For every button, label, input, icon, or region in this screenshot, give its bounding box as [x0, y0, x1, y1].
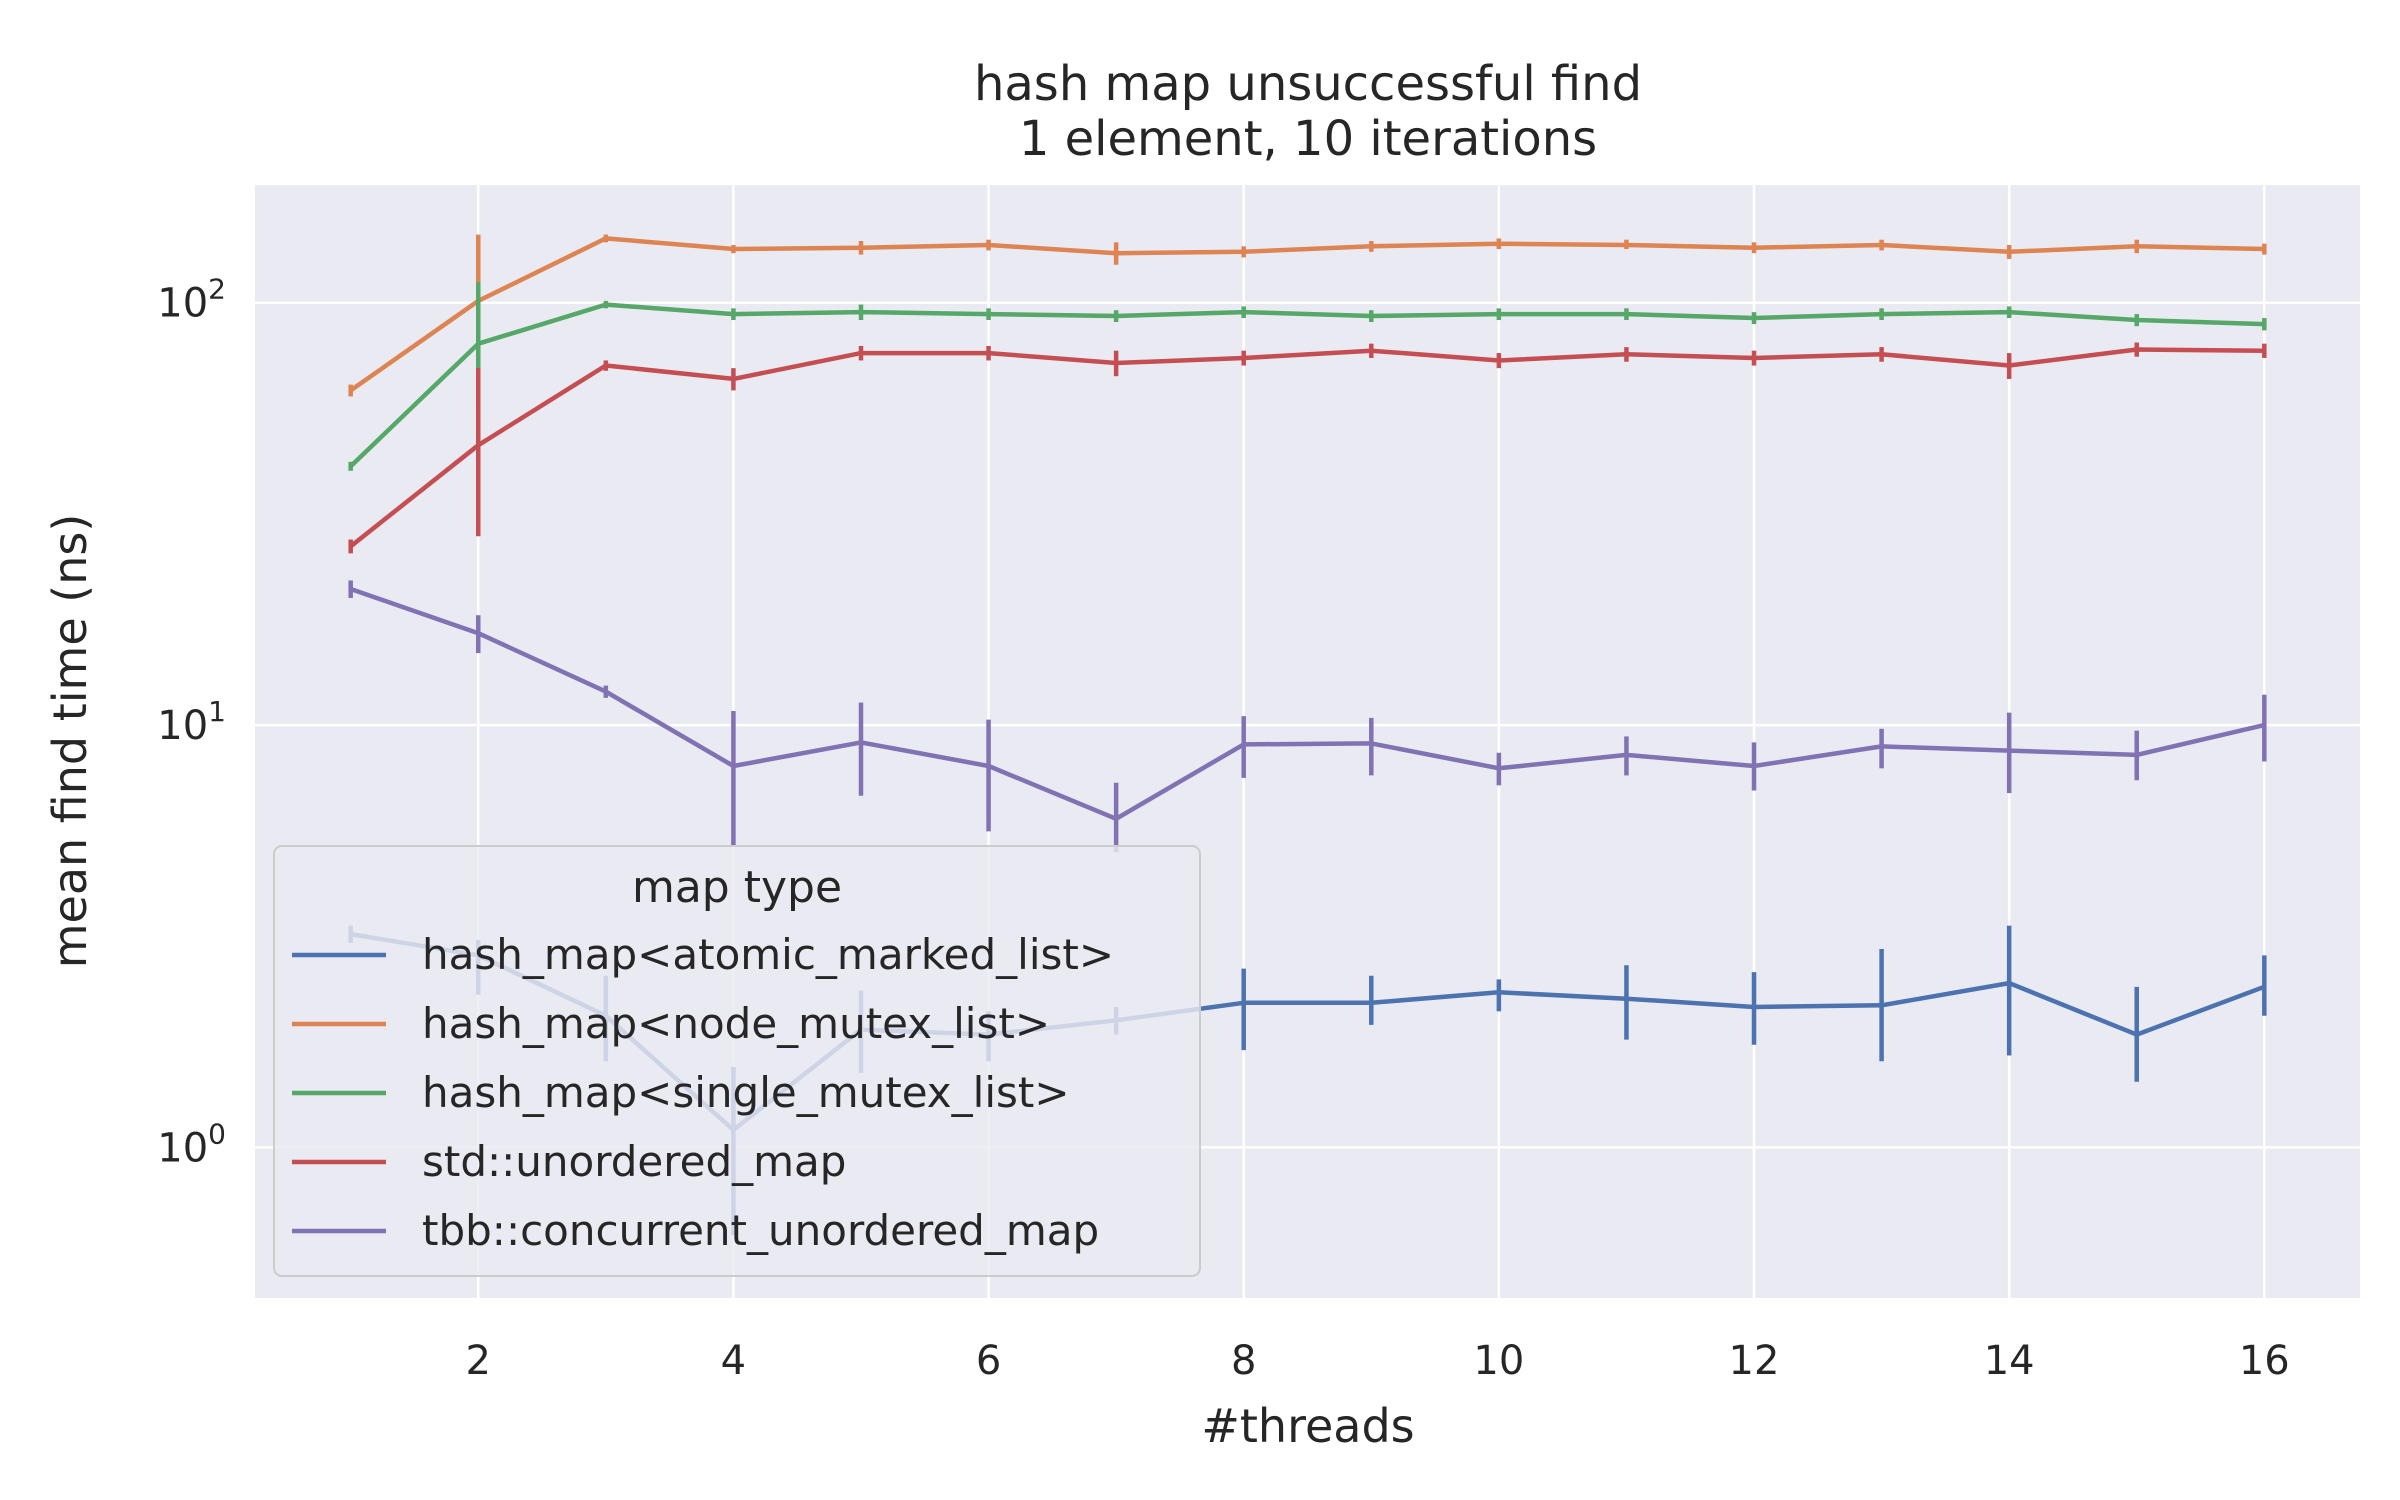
x-tick-label: 2: [466, 1338, 491, 1384]
series-4: [348, 580, 2267, 853]
legend-title: map type: [632, 862, 842, 913]
series-3: [348, 342, 2267, 554]
legend-label: hash_map<atomic_marked_list>: [422, 930, 1114, 979]
series-2: [348, 281, 2267, 471]
y-tick-label: 102: [157, 273, 226, 327]
x-tick-label: 10: [1473, 1338, 1524, 1384]
x-axis-label: #threads: [1201, 1399, 1414, 1453]
y-tick-label: 100: [157, 1117, 226, 1171]
chart-title: hash map unsuccessful find: [974, 56, 1642, 112]
x-tick-label: 14: [1984, 1338, 2035, 1384]
legend-label: tbb::concurrent_unordered_map: [422, 1206, 1099, 1255]
series-line: [348, 347, 2267, 549]
series-line: [348, 302, 2267, 469]
x-tick-label: 6: [976, 1338, 1001, 1384]
series-layer: [348, 234, 2267, 1236]
legend-frame: [273, 845, 1201, 1277]
ticks: 2 4 6 8 10 12 14 16 100 101 102: [157, 273, 2290, 1384]
x-tick-label: 4: [721, 1338, 746, 1384]
x-tick-label: 16: [2239, 1338, 2290, 1384]
legend-label: hash_map<node_mutex_list>: [422, 999, 1050, 1048]
x-tick-label: 12: [1729, 1338, 1780, 1384]
chart-subtitle: 1 element, 10 iterations: [1019, 111, 1597, 167]
legend: map type hash_map<atomic_marked_list>has…: [273, 845, 1201, 1277]
y-axis-label: mean find time (ns): [43, 514, 97, 969]
y-tick-label: 101: [157, 695, 226, 749]
legend-label: hash_map<single_mutex_list>: [422, 1068, 1070, 1117]
x-tick-label: 8: [1231, 1338, 1256, 1384]
series-line: [348, 586, 2267, 822]
legend-label: std::unordered_map: [422, 1137, 846, 1186]
legend-items: hash_map<atomic_marked_list> hash_map<nod…: [292, 930, 1114, 1255]
series-line: [348, 236, 2267, 393]
